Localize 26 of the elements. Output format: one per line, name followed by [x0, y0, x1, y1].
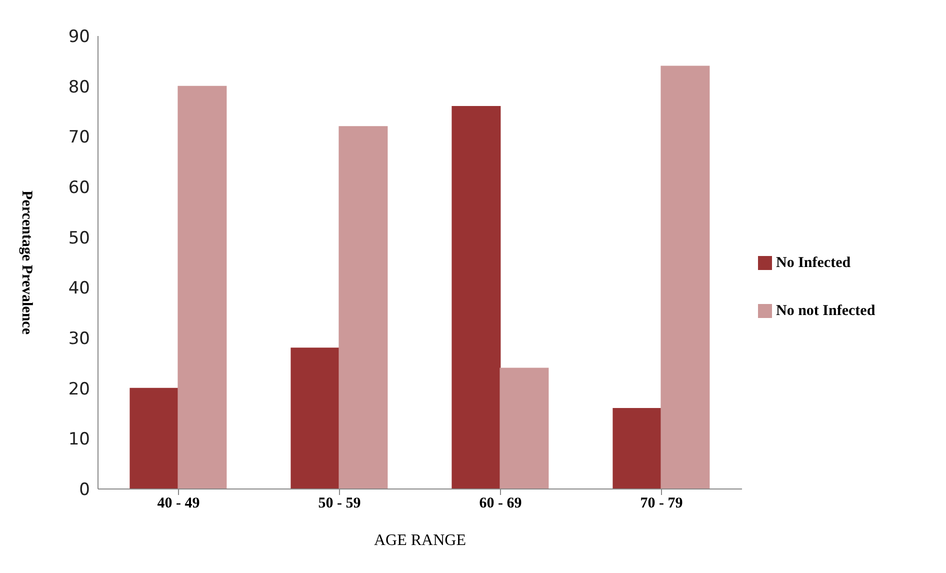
x-tick-label: 70 - 79	[640, 496, 683, 512]
bar	[500, 368, 549, 489]
legend-label: No Infected	[776, 254, 851, 270]
x-axis-title: AGE RANGE	[374, 532, 466, 549]
bar	[130, 388, 179, 489]
x-tick-label: 40 - 49	[157, 496, 200, 512]
bar	[452, 106, 501, 489]
y-tick-label: 0	[79, 480, 90, 500]
y-tick-label: 50	[68, 228, 90, 248]
y-tick-label: 60	[68, 178, 90, 198]
y-tick-label: 30	[68, 329, 90, 350]
bar	[612, 408, 662, 489]
bar	[338, 126, 388, 489]
y-tick-label: 40	[68, 278, 90, 299]
bar	[178, 86, 227, 489]
y-tick-label: 90	[68, 27, 90, 48]
bar	[660, 66, 710, 489]
y-tick-label: 70	[68, 128, 90, 148]
x-tick-label: 60 - 69	[479, 496, 522, 512]
x-tick-label: 50 - 59	[318, 496, 361, 512]
y-axis-title: Percentage Prevalence	[18, 190, 35, 335]
legend-label: No not Infected	[776, 302, 876, 318]
bar	[290, 348, 340, 489]
y-tick-label: 80	[68, 77, 90, 98]
y-tick-label: 10	[68, 430, 90, 450]
y-tick-label: 20	[68, 379, 90, 400]
